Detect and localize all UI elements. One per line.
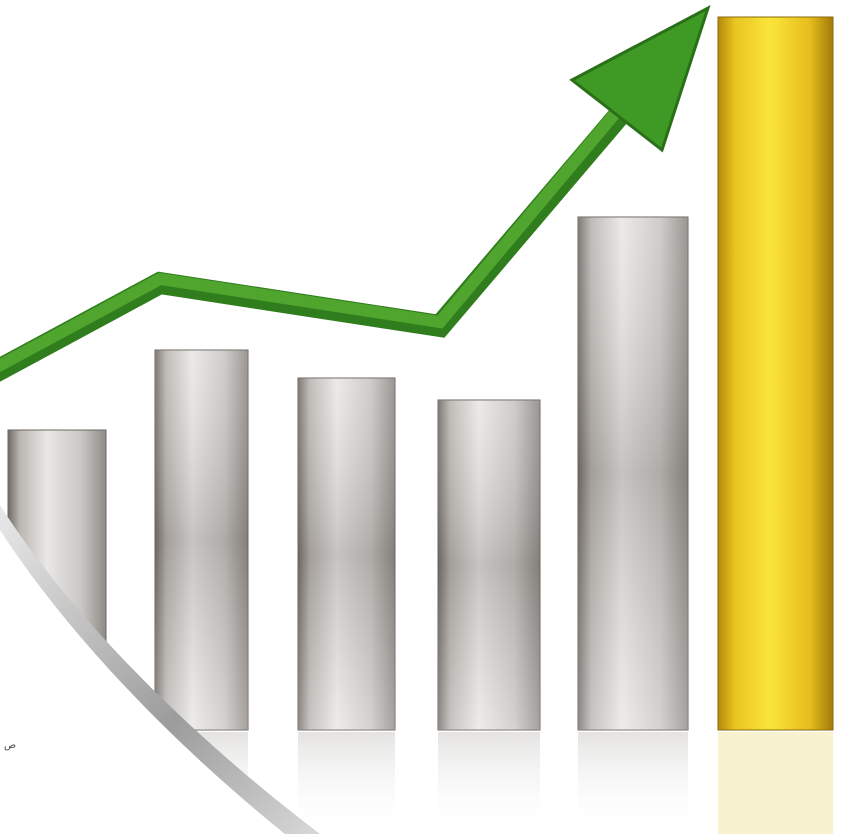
arrow-head <box>569 4 711 153</box>
arrow-highlight <box>0 106 623 373</box>
bar-shade <box>298 378 395 730</box>
bar-shade <box>155 350 248 730</box>
gold-bar <box>717 16 834 731</box>
bar-reflection <box>298 732 395 834</box>
reflections <box>155 732 833 834</box>
bars <box>7 16 834 731</box>
curl-page <box>0 530 285 834</box>
page-curl: ص <box>0 505 320 834</box>
caption-fragment: ص <box>4 740 16 751</box>
trend-arrow <box>0 4 711 382</box>
bar-reflection <box>438 732 540 834</box>
bar-reflection <box>718 732 833 834</box>
bar-reflection <box>578 732 688 834</box>
bar-shade <box>578 217 688 730</box>
arrow-shaft <box>0 104 631 382</box>
bar-shade <box>438 400 540 730</box>
